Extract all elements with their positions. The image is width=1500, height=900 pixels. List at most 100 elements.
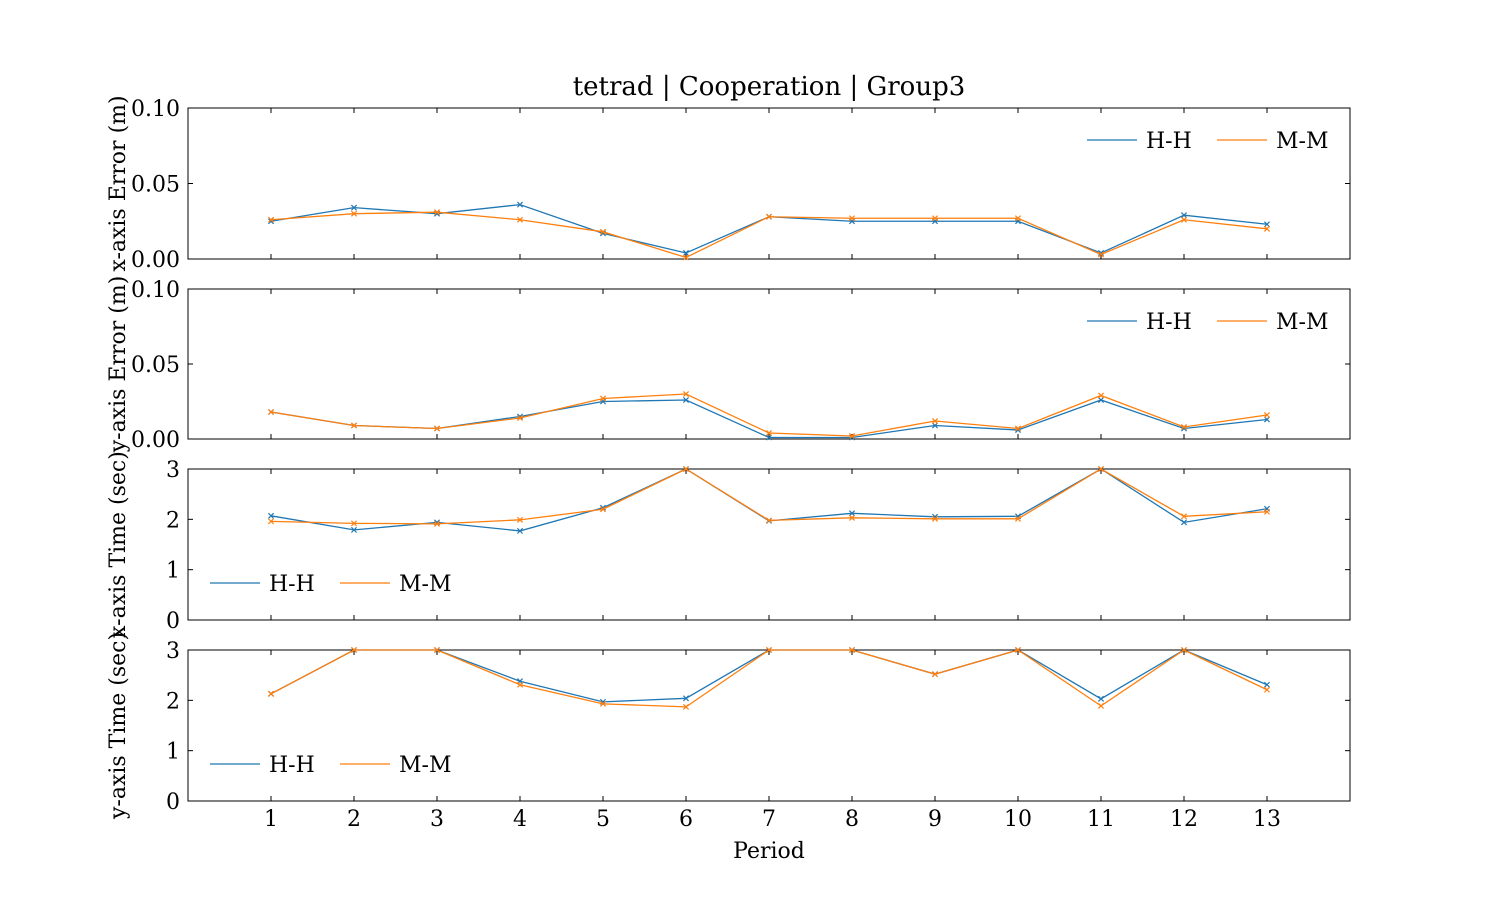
data-point [931, 417, 939, 425]
data-point [1263, 221, 1271, 228]
data-point [433, 425, 441, 432]
data-point [682, 465, 690, 473]
data-point [1180, 216, 1188, 223]
data-point [1014, 515, 1022, 522]
y-tick-label: 0.00 [131, 248, 180, 273]
legend-label-M-M: M-M [1276, 129, 1329, 154]
data-point [1014, 646, 1022, 654]
panel-frame [187, 468, 1351, 621]
data-point [267, 690, 275, 697]
data-point [516, 527, 524, 534]
data-point [516, 516, 524, 523]
data-point [350, 422, 358, 429]
x-tick-label: 13 [1253, 807, 1281, 832]
series-line-M-M [270, 468, 1268, 525]
legend: H-H M-M [1087, 310, 1329, 335]
legend: H-H M-M [210, 572, 452, 597]
data-point [599, 700, 607, 707]
data-point [682, 254, 690, 261]
data-point [1263, 508, 1271, 515]
data-point [599, 395, 607, 402]
data-point [765, 213, 773, 220]
legend-label-M-M: M-M [1276, 310, 1329, 335]
data-point [350, 646, 358, 654]
data-point [765, 517, 773, 524]
data-point [1263, 416, 1271, 423]
data-point [682, 249, 690, 256]
data-point [599, 506, 607, 513]
data-point [267, 512, 275, 519]
data-point [1097, 392, 1105, 399]
x-tick-label: 3 [430, 807, 444, 832]
series-line-M-M [270, 393, 1268, 437]
legend: H-H M-M [210, 753, 452, 778]
y-tick-label: 0.00 [131, 428, 180, 453]
panel-4: 0 1 2 3 y-axis Time (sec) H-H M-M [106, 632, 1351, 820]
y-tick-label: 2 [166, 689, 180, 714]
data-point [931, 515, 939, 522]
data-point [1097, 465, 1105, 473]
x-tick-label: 2 [347, 807, 361, 832]
data-point [1180, 519, 1188, 526]
data-point [848, 510, 856, 517]
data-point [1014, 425, 1022, 432]
legend-label-H-H: H-H [269, 572, 315, 597]
legend-label-M-M: M-M [399, 753, 452, 778]
x-tick-label: 8 [845, 807, 859, 832]
legend-label-H-H: H-H [1146, 310, 1192, 335]
y-tick-label: 0.05 [131, 173, 180, 198]
data-point [1263, 681, 1271, 688]
data-point [433, 520, 441, 527]
y-tick-label: 3 [166, 458, 180, 483]
panel-1: 0.00 0.05 0.10x-axis Error (m) H-H M-M [106, 95, 1351, 273]
data-point [1097, 249, 1105, 256]
panel-2: 0.00 0.05 0.10y-axis Error (m) H-H M-M [106, 276, 1351, 454]
series-line-H-H [270, 399, 1268, 439]
y-tick-label: 0 [166, 790, 180, 815]
data-point [516, 414, 524, 422]
y-axis-title: y-axis Error (m) [106, 276, 131, 454]
data-point [350, 526, 358, 533]
series-line-M-M [270, 211, 1268, 259]
panels: 0.000.050.10x-axis Error (m) H-H M-M0.000.… [106, 95, 1351, 820]
x-tick-label: 9 [928, 807, 942, 832]
y-axis-title: x-axis Time (sec) [106, 451, 131, 638]
y-tick-label: 3 [166, 639, 180, 664]
data-point [682, 390, 690, 398]
legend: H-H M-M [1087, 129, 1329, 154]
y-axis-title: y-axis Time (sec) [106, 632, 131, 820]
data-point [848, 646, 856, 654]
data-point [1097, 251, 1105, 258]
x-tick-label: 6 [679, 807, 693, 832]
data-point [267, 518, 275, 525]
data-point [516, 201, 524, 208]
data-point [1097, 702, 1105, 709]
y-tick-label: 0.10 [131, 278, 180, 303]
panel-3: 0 1 2 3 x-axis Time (sec) H-H M-M [106, 451, 1351, 638]
chart-title: tetrad | Cooperation | Group3 [573, 72, 966, 102]
data-point [1180, 423, 1188, 431]
data-point [516, 216, 524, 223]
data-point [931, 422, 939, 429]
y-tick-label: 0.10 [131, 97, 180, 122]
x-tick-label: 10 [1004, 807, 1032, 832]
data-point [267, 216, 275, 223]
data-point [1263, 411, 1271, 419]
data-point [1180, 646, 1188, 654]
x-tick-labels: 1 2 3 4 5 6 7 8 9 10 11 12 13 [264, 807, 1281, 832]
data-point [516, 681, 524, 688]
y-tick-label: 1 [166, 740, 180, 765]
x-tick-label: 5 [596, 807, 610, 832]
data-point [350, 204, 358, 211]
data-point [1263, 686, 1271, 693]
legend-label-H-H: H-H [1146, 129, 1192, 154]
data-point [599, 228, 607, 235]
data-point [433, 209, 441, 216]
data-point [433, 646, 441, 654]
data-point [1097, 396, 1105, 404]
y-tick-label: 0.05 [131, 353, 180, 378]
x-tick-label: 1 [264, 807, 278, 832]
data-point [682, 703, 690, 710]
legend-label-H-H: H-H [269, 753, 315, 778]
